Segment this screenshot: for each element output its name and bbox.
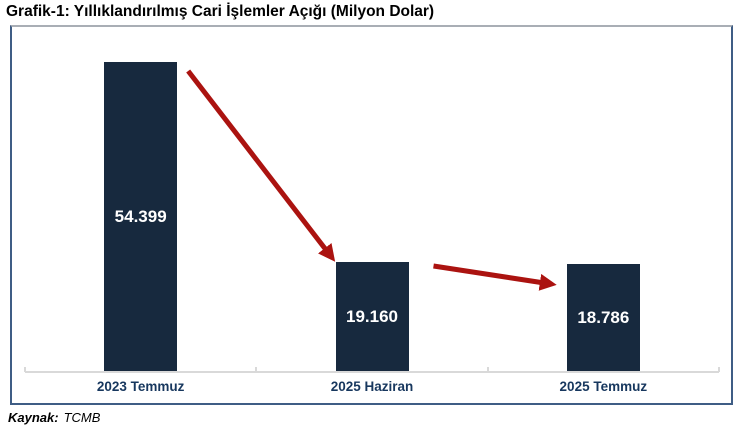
bar-2023-temmuz: 54.399 <box>104 62 178 371</box>
axis-tick <box>718 367 720 372</box>
axis-tick <box>486 367 489 372</box>
axis-tick <box>24 367 26 372</box>
axis-tick <box>255 367 258 372</box>
decline-arrow-1 <box>186 69 336 262</box>
plot-area: 54.399 19.160 18.786 2023 Temmuz 2025 Ha… <box>12 27 731 403</box>
x-axis-label-2025-temmuz: 2025 Temmuz <box>559 379 648 394</box>
source-value: TCMB <box>63 410 101 425</box>
x-axis-line <box>25 371 719 373</box>
decline-arrow-2 <box>433 263 557 291</box>
source-label: Kaynak: <box>8 410 59 425</box>
source-note: Kaynak: TCMB <box>8 410 100 425</box>
bar-value-label: 19.160 <box>346 306 398 326</box>
x-axis-label-2023-temmuz: 2023 Temmuz <box>96 379 185 394</box>
bar-2025-haziran: 19.160 <box>335 262 409 371</box>
chart-title: Grafik-1: Yıllıklandırılmış Cari İşlemle… <box>6 3 435 20</box>
bar-value-label: 54.399 <box>114 206 167 226</box>
bar-2025-temmuz: 18.786 <box>566 264 640 371</box>
x-axis-label-2025-haziran: 2025 Haziran <box>330 379 414 394</box>
bar-value-label: 18.786 <box>577 307 630 327</box>
chart-frame: 54.399 19.160 18.786 2023 Temmuz 2025 Ha… <box>10 25 733 405</box>
